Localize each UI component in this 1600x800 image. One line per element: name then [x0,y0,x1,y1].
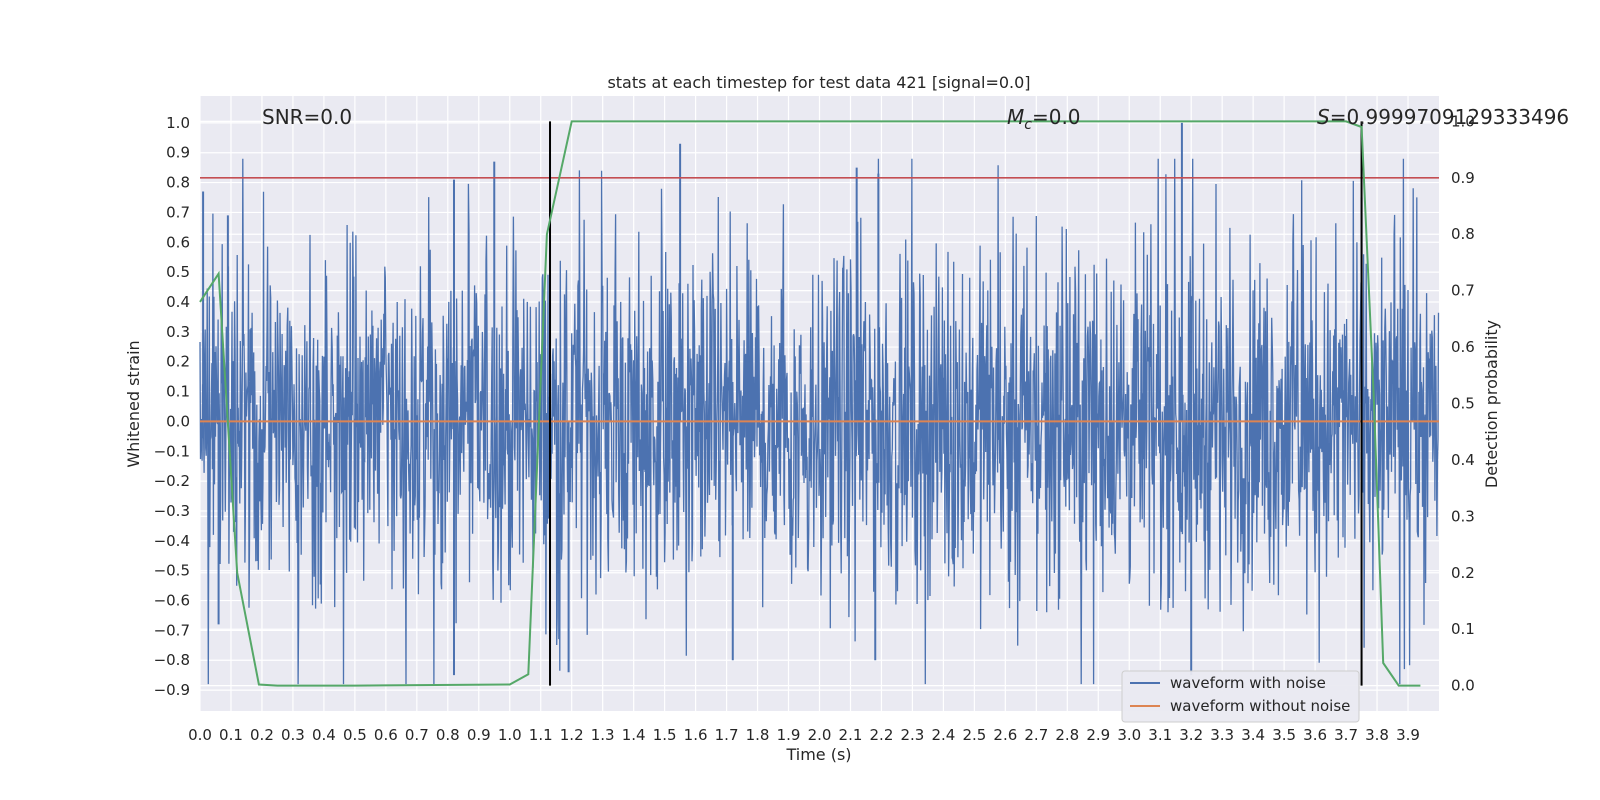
x-tick-label: 2.8 [1055,726,1079,744]
x-tick-label: 3.0 [1117,726,1141,744]
legend: waveform with noise waveform without noi… [1121,670,1360,723]
y-right-tick-labels: 1.0 0.9 0.8 0.7 0.6 0.5 0.4 0.3 0.2 0.1 0.0 [1451,112,1475,694]
noise-trace [199,158,1440,685]
y-left-tick-label: −0.9 [154,681,190,699]
y-left-tick-label: 0.0 [166,412,190,430]
detection-probability-line [199,120,1421,687]
y-right-tick-label: 0.1 [1451,620,1475,638]
x-tick-label: 2.5 [962,726,986,744]
x-tick-label: 2.2 [870,726,894,744]
snr-annotation: SNR=0.0 [262,105,352,129]
mc-value: =0.0 [1032,105,1081,129]
x-tick-label: 0.5 [343,726,367,744]
mc-symbol: M [1007,105,1024,129]
noise-series [199,122,1440,685]
x-tick-label: 1.5 [653,726,677,744]
mc-annotation: Mc=0.0 [1007,105,1081,133]
x-tick-label: 3.7 [1334,726,1358,744]
y-left-tick-label: 0.6 [166,233,190,251]
x-tick-label: 3.9 [1396,726,1420,744]
y-right-tick-label: 0.0 [1451,677,1475,695]
x-tick-label: 0.0 [188,726,212,744]
x-tick-label: 3.1 [1148,726,1172,744]
y-left-tick-label: −0.1 [154,442,190,460]
chart-title: stats at each timestep for test data 421… [607,73,1030,92]
x-tick-label: 0.1 [219,726,243,744]
x-tick-label: 0.3 [281,726,305,744]
x-tick-label: 1.1 [529,726,553,744]
y-right-tick-label: 0.2 [1451,564,1475,582]
x-tick-label: 3.5 [1272,726,1296,744]
x-tick-label: 0.4 [312,726,336,744]
y-right-tick-label: 0.5 [1451,395,1475,413]
y-left-tick-label: 0.7 [166,203,190,221]
x-tick-label: 1.0 [498,726,522,744]
x-tick-label: 3.8 [1365,726,1389,744]
x-tick-label: 2.4 [931,726,955,744]
x-tick-label: 3.3 [1210,726,1234,744]
x-tick-label: 0.8 [436,726,460,744]
x-tick-label: 1.8 [746,726,770,744]
y-left-tick-label: 0.9 [166,144,190,162]
grid-x [199,96,1409,711]
y-left-tick-label: 0.4 [166,293,190,311]
x-axis-label: Time (s) [785,745,851,764]
x-tick-label: 3.4 [1241,726,1265,744]
y-left-tick-label: 0.2 [166,353,190,371]
x-tick-label: 1.7 [715,726,739,744]
y-right-tick-label: 0.4 [1451,451,1475,469]
mc-subscript: c [1024,117,1032,133]
x-tick-label: 0.2 [250,726,274,744]
y-left-tick-label: −0.5 [154,562,190,580]
x-tick-label: 0.7 [405,726,429,744]
y-left-tick-label: −0.7 [154,621,190,639]
y-left-tick-label: −0.8 [154,651,190,669]
x-tick-label: 2.9 [1086,726,1110,744]
y-axis-label-right: Detection probability [1482,320,1501,488]
y-right-tick-label: 0.8 [1451,225,1475,243]
legend-label-clean: waveform without noise [1170,697,1350,715]
x-tick-label: 1.9 [777,726,801,744]
legend-label-noise: waveform with noise [1170,674,1326,692]
s-value: =0.9999709129333496 [1330,105,1569,129]
y-left-tick-label: −0.2 [154,472,190,490]
x-tick-label: 3.6 [1303,726,1327,744]
y-axis-label-left: Whitened strain [124,340,143,467]
y-left-tick-label: 0.8 [166,174,190,192]
x-tick-label: 0.6 [374,726,398,744]
x-tick-labels: 0.0 0.1 0.2 0.3 0.4 0.5 0.6 0.7 0.8 0.9 1.0 1.1 1.2 1… [188,726,1420,744]
series-lines [199,120,1439,687]
x-tick-label: 2.6 [993,726,1017,744]
legend-box [1121,670,1360,723]
s-annotation: S=0.9999709129333496 [1317,105,1569,129]
y-left-tick-label: 1.0 [166,114,190,132]
x-tick-label: 1.3 [591,726,615,744]
y-right-tick-label: 0.7 [1451,282,1475,300]
y-left-tick-labels: 1.0 0.9 0.8 0.7 0.6 0.5 0.4 0.3 0.2 0.1 0.0 −0.1 −0.… [154,114,190,699]
x-tick-label: 0.9 [467,726,491,744]
y-left-tick-label: 0.5 [166,263,190,281]
y-left-tick-label: 0.1 [166,383,190,401]
y-left-tick-label: −0.4 [154,532,190,550]
x-tick-label: 1.2 [560,726,584,744]
x-tick-label: 2.7 [1024,726,1048,744]
x-tick-label: 2.0 [808,726,832,744]
y-left-tick-label: −0.3 [154,502,190,520]
y-right-tick-label: 0.3 [1451,507,1475,525]
y-right-tick-label: 1.0 [1451,112,1475,130]
x-tick-label: 3.2 [1179,726,1203,744]
y-right-tick-label: 0.6 [1451,338,1475,356]
y-left-tick-label: 0.3 [166,323,190,341]
x-tick-label: 2.3 [900,726,924,744]
y-left-tick-label: −0.6 [154,592,190,610]
x-tick-label: 2.1 [839,726,863,744]
x-tick-label: 1.4 [622,726,646,744]
x-tick-label: 1.6 [684,726,708,744]
s-symbol: S [1317,105,1330,129]
y-right-tick-label: 0.9 [1451,169,1475,187]
